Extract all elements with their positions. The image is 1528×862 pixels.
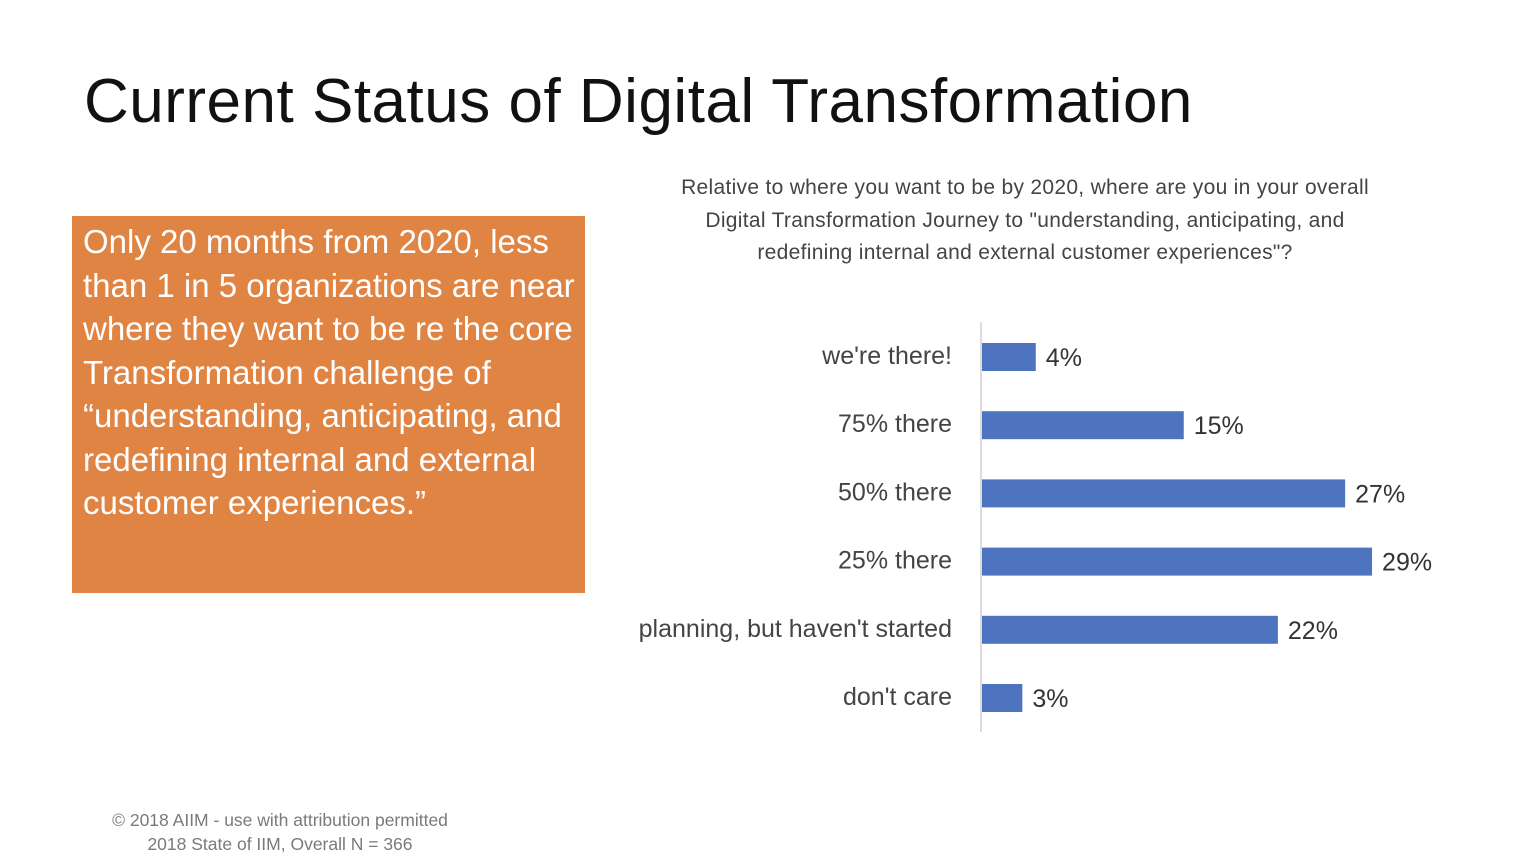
bar — [982, 615, 1278, 644]
data-label: 15% — [1194, 412, 1244, 440]
category-label: 75% there — [838, 410, 952, 438]
category-label: don't care — [843, 683, 952, 711]
bar — [982, 684, 1023, 712]
data-label: 4% — [1046, 344, 1082, 372]
copyright-text: © 2018 AIIM - use with attribution permi… — [112, 810, 448, 830]
source-text: 2018 State of IIM, Overall N = 366 — [147, 834, 413, 854]
callout-box: Only 20 months from 2020, less than 1 in… — [72, 216, 585, 593]
slide-title: Current Status of Digital Transformation — [84, 67, 1193, 136]
bar — [982, 479, 1346, 508]
category-label: 25% there — [838, 547, 952, 575]
bar — [982, 547, 1373, 576]
category-label: we're there! — [821, 342, 952, 370]
data-label: 29% — [1382, 549, 1432, 577]
data-label: 27% — [1355, 480, 1405, 508]
category-label: planning, but haven't started — [639, 615, 952, 643]
bar — [982, 411, 1184, 440]
category-label: 50% there — [838, 478, 952, 506]
data-label: 22% — [1288, 617, 1338, 645]
chart-title: Relative to where you want to be by 2020… — [681, 176, 1369, 264]
footer: © 2018 AIIM - use with attribution permi… — [80, 808, 480, 856]
data-label: 3% — [1032, 685, 1068, 713]
bar — [982, 343, 1036, 371]
